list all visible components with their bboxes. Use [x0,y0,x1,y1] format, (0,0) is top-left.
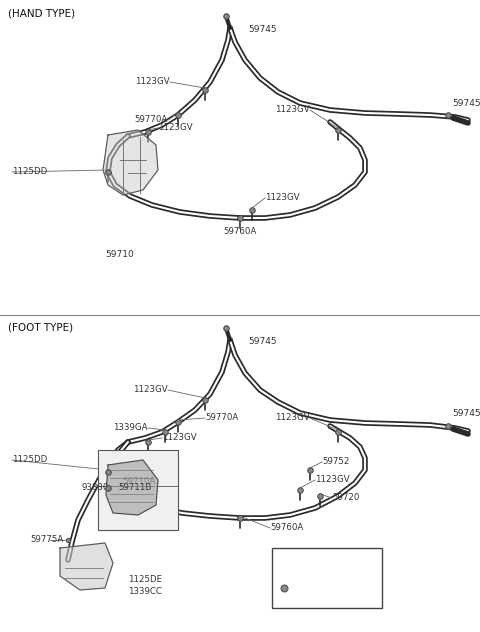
Text: 59710A: 59710A [122,478,155,487]
Polygon shape [106,460,158,515]
Text: 1123GV: 1123GV [133,386,168,394]
Text: 1125DD: 1125DD [12,167,47,176]
Bar [98,450,178,530]
Text: 1123GV: 1123GV [162,434,197,442]
Bar [272,548,382,608]
Text: 1123GV: 1123GV [135,78,170,87]
Text: 1123GV: 1123GV [276,106,310,114]
Text: 59752: 59752 [322,458,349,466]
Text: 59775A: 59775A [30,535,63,545]
Polygon shape [103,130,158,195]
Text: 93830: 93830 [82,483,109,492]
Text: 1339GA: 1339GA [113,423,148,432]
Text: 1123GV: 1123GV [315,475,349,485]
Text: (RHD): (RHD) [280,558,310,568]
Polygon shape [60,543,113,590]
Text: 59745: 59745 [248,25,276,35]
Text: 59760A: 59760A [270,523,303,533]
Text: 59710: 59710 [106,250,134,259]
Text: 1125DB: 1125DB [297,583,333,593]
Text: 59720: 59720 [332,494,360,502]
Text: 1123GV: 1123GV [276,413,310,423]
Text: 59770A: 59770A [135,116,168,125]
Text: 1123GV: 1123GV [158,123,192,133]
Text: 59745: 59745 [248,337,276,346]
Text: 1123GV: 1123GV [265,193,300,202]
Text: 59745: 59745 [452,99,480,108]
Text: 59770A: 59770A [205,413,238,423]
Text: (FOOT TYPE): (FOOT TYPE) [8,322,73,332]
Text: 59760A: 59760A [223,228,257,236]
Text: 59711B: 59711B [118,483,151,492]
Text: 1125DE: 1125DE [128,576,162,585]
Text: (HAND TYPE): (HAND TYPE) [8,8,75,18]
Text: 1339CC: 1339CC [128,588,162,597]
Text: 59745: 59745 [452,409,480,418]
Text: 1125DD: 1125DD [12,456,47,465]
